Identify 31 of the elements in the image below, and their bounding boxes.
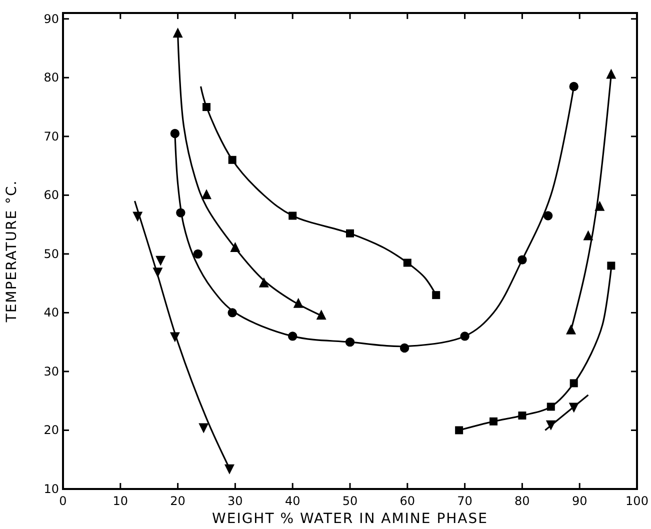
x-tick-label: 90 [572,494,588,508]
x-tick-label: 40 [284,494,300,508]
x-tick-label: 0 [59,494,67,508]
y-tick-label: 40 [44,306,59,320]
point [198,423,209,434]
y-tick-label: 60 [44,188,59,202]
y-tick-label: 90 [44,12,59,26]
y-tick-label: 50 [44,246,59,261]
x-tick-label: 30 [228,494,243,508]
y-axis-title: TEMPERATURE °C. [4,180,20,324]
y-tick-label: 20 [44,423,59,438]
x-tick-label: 80 [514,494,530,508]
point [543,211,553,220]
point [455,426,464,434]
x-tick-label: 50 [342,494,358,508]
x-tick-label: 10 [112,494,128,508]
x-tick-label: 70 [457,494,472,508]
point [193,249,202,259]
x-tick-label: 20 [170,494,186,508]
y-tick-label: 10 [44,482,59,496]
x-axis-title: WEIGHT % WATER IN AMINE PHASE [212,511,488,527]
point [156,256,166,266]
y-tick-label: 30 [44,364,59,378]
y-tick-label: 80 [44,70,59,85]
x-tick-label: 60 [400,494,416,508]
point [316,310,326,320]
point [607,262,616,270]
point [202,189,212,200]
point [583,230,594,240]
x-tick-label: 100 [626,494,648,508]
y-tick-label: 70 [44,129,59,144]
